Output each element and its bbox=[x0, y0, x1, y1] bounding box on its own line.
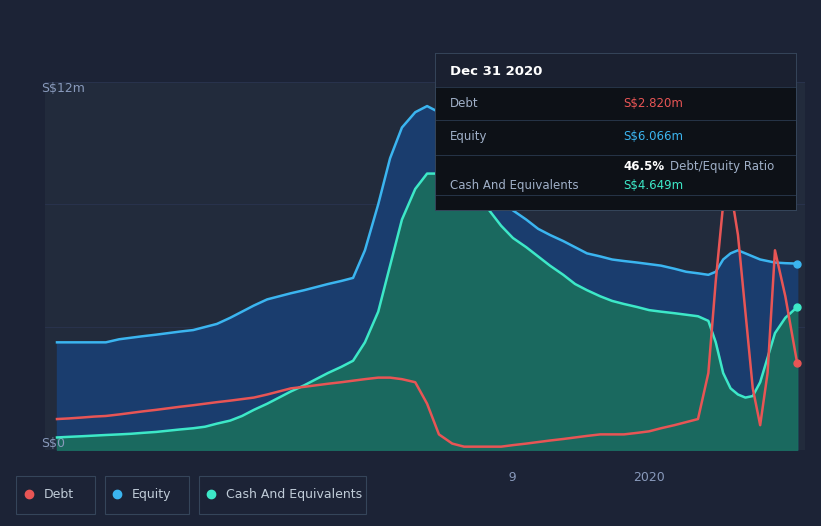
Text: Debt/Equity Ratio: Debt/Equity Ratio bbox=[670, 160, 774, 173]
Text: Debt: Debt bbox=[450, 97, 478, 110]
Text: S$4.649m: S$4.649m bbox=[623, 179, 683, 193]
Text: S$0: S$0 bbox=[41, 437, 66, 450]
Text: S$2.820m: S$2.820m bbox=[623, 97, 683, 110]
Text: S$6.066m: S$6.066m bbox=[623, 130, 683, 143]
Text: 2019: 2019 bbox=[485, 471, 517, 484]
Text: Cash And Equivalents: Cash And Equivalents bbox=[226, 488, 362, 501]
Text: 2020: 2020 bbox=[633, 471, 665, 484]
Text: Cash And Equivalents: Cash And Equivalents bbox=[450, 179, 578, 193]
Text: Equity: Equity bbox=[132, 488, 172, 501]
Text: 2016: 2016 bbox=[41, 471, 73, 484]
Text: 2017: 2017 bbox=[189, 471, 221, 484]
Text: S$12m: S$12m bbox=[41, 82, 85, 95]
FancyBboxPatch shape bbox=[435, 53, 796, 87]
Text: 46.5%: 46.5% bbox=[623, 160, 664, 173]
Text: Debt: Debt bbox=[44, 488, 74, 501]
Text: 2018: 2018 bbox=[337, 471, 369, 484]
Text: Dec 31 2020: Dec 31 2020 bbox=[450, 65, 542, 78]
Text: Equity: Equity bbox=[450, 130, 487, 143]
